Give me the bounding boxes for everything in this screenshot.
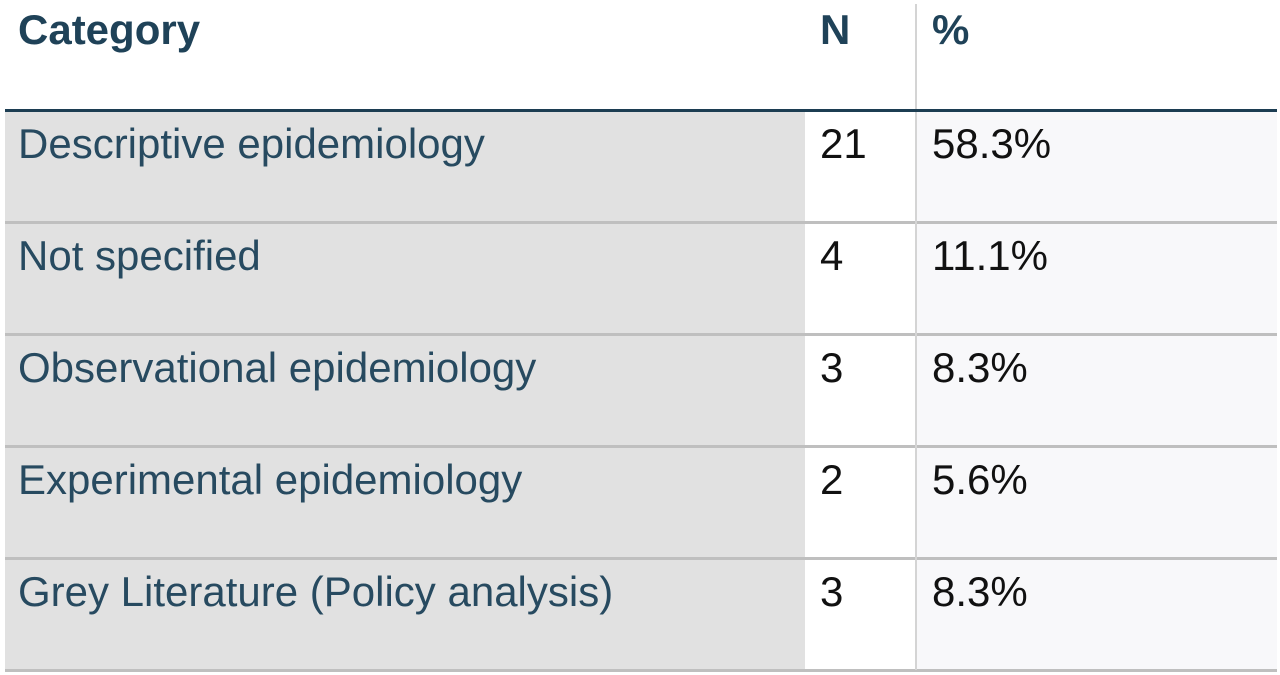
table-row: Descriptive epidemiology 21 58.3% xyxy=(5,112,1277,224)
percent-value: 11.1% xyxy=(932,232,1048,279)
category-text: Experimental epidemiology xyxy=(18,456,523,503)
n-value: 4 xyxy=(820,232,844,279)
table-row: Not specified 4 11.1% xyxy=(5,224,1277,336)
category-cell: Not specified xyxy=(5,224,805,333)
percent-value: 5.6% xyxy=(932,456,1028,503)
percent-value: 8.3% xyxy=(932,344,1028,391)
category-text: Grey Literature (Policy analysis) xyxy=(18,568,614,615)
n-value: 2 xyxy=(820,456,844,503)
n-cell: 3 xyxy=(805,560,915,669)
category-cell: Grey Literature (Policy analysis) xyxy=(5,560,805,669)
category-text: Not specified xyxy=(18,232,261,279)
n-value: 3 xyxy=(820,344,844,391)
n-cell: 4 xyxy=(805,224,915,333)
body-column-divider xyxy=(915,112,917,670)
percent-cell: 8.3% xyxy=(917,336,1277,445)
table-row: Grey Literature (Policy analysis) 3 8.3% xyxy=(5,560,1277,672)
header-column-divider xyxy=(915,4,917,110)
header-n: N xyxy=(820,6,851,53)
percent-value: 58.3% xyxy=(932,120,1052,167)
header-rule xyxy=(5,109,1277,112)
header-percent: % xyxy=(932,6,970,53)
category-text: Descriptive epidemiology xyxy=(18,120,485,167)
percent-cell: 11.1% xyxy=(917,224,1277,333)
percent-cell: 58.3% xyxy=(917,112,1277,221)
category-text: Observational epidemiology xyxy=(18,344,537,391)
category-cell: Descriptive epidemiology xyxy=(5,112,805,221)
table-row: Observational epidemiology 3 8.3% xyxy=(5,336,1277,448)
table-body: Descriptive epidemiology 21 58.3% Not sp… xyxy=(5,112,1277,672)
n-value: 21 xyxy=(820,120,867,167)
table-header: Category N % xyxy=(0,0,1280,111)
header-category: Category xyxy=(18,6,201,53)
n-cell: 3 xyxy=(805,336,915,445)
category-cell: Experimental epidemiology xyxy=(5,448,805,557)
percent-cell: 5.6% xyxy=(917,448,1277,557)
n-cell: 21 xyxy=(805,112,915,221)
percent-cell: 8.3% xyxy=(917,560,1277,669)
n-cell: 2 xyxy=(805,448,915,557)
category-cell: Observational epidemiology xyxy=(5,336,805,445)
percent-value: 8.3% xyxy=(932,568,1028,615)
n-value: 3 xyxy=(820,568,844,615)
table-row: Experimental epidemiology 2 5.6% xyxy=(5,448,1277,560)
